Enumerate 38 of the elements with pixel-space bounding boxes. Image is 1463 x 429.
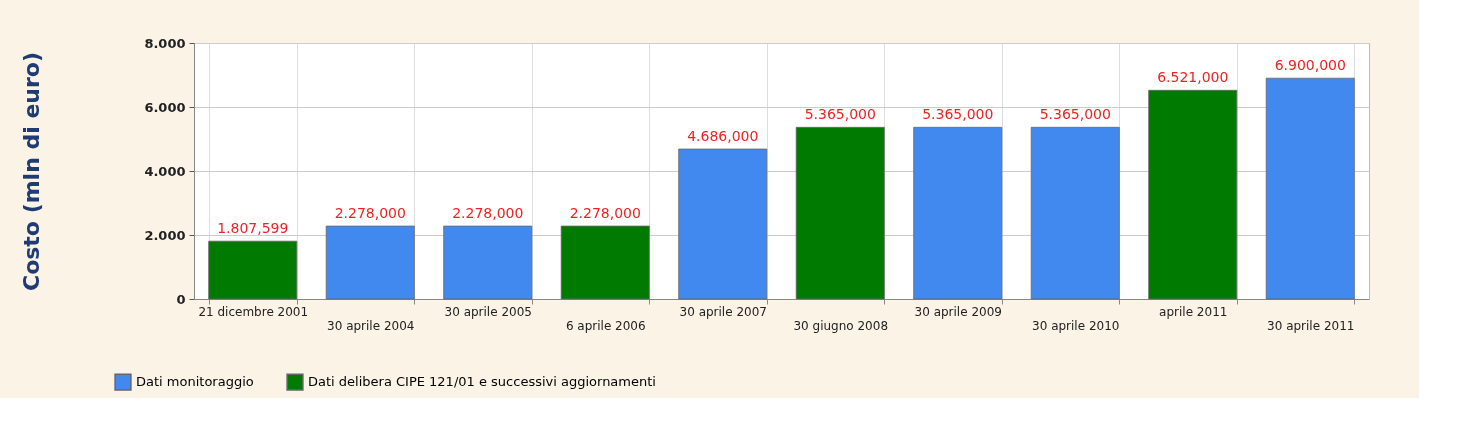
- legend-label: Dati delibera CIPE 121/01 e successivi aggiornamenti: [308, 374, 656, 390]
- text: 6.900,000: [1274, 57, 1346, 74]
- x-tick-label: 30 aprile 2004: [327, 318, 415, 333]
- y-tick-label: 4.000: [144, 163, 186, 179]
- x-tick-label: 30 giugno 2008: [793, 318, 889, 333]
- x-tick-label: 30 aprile 2009: [914, 304, 1002, 319]
- bar: [560, 225, 650, 300]
- bar: [1265, 77, 1355, 300]
- text: 5.365,000: [922, 106, 994, 123]
- text: 6.521,000: [1157, 69, 1229, 86]
- text: 2.278,000: [452, 205, 524, 222]
- x-tick-label: 30 aprile 2010: [1032, 318, 1120, 333]
- text: 2.278,000: [334, 205, 406, 222]
- text: 1.807,599: [217, 220, 289, 237]
- x-tick-label: 30 aprile 2011: [1267, 318, 1355, 333]
- bar: [1148, 89, 1238, 300]
- text: 2.278,000: [569, 205, 641, 222]
- x-tick-label: 30 aprile 2005: [444, 304, 532, 319]
- x-tick-label: aprile 2011: [1159, 304, 1228, 319]
- y-tick-label: 0: [176, 291, 186, 307]
- x-tick-label: 21 dicembre 2001: [198, 304, 309, 319]
- text: 5.365,000: [804, 106, 876, 123]
- bar: [678, 148, 768, 300]
- bar: [443, 225, 533, 300]
- bar: [795, 126, 885, 300]
- legend-label: Dati monitoraggio: [136, 374, 254, 390]
- bar: [1030, 126, 1120, 300]
- text: 4.686,000: [687, 128, 759, 145]
- x-tick-label: 30 aprile 2007: [679, 304, 767, 319]
- bar: [208, 240, 298, 300]
- y-tick-label: 6.000: [144, 99, 186, 115]
- bar: [913, 126, 1003, 300]
- y-tick-label: 8.000: [144, 35, 186, 51]
- x-tick-label: 6 aprile 2006: [565, 318, 646, 333]
- y-axis-title: Costo (mln di euro): [19, 51, 45, 292]
- y-tick-label: 2.000: [144, 227, 186, 243]
- bar: [325, 225, 415, 300]
- text: 5.365,000: [1039, 106, 1111, 123]
